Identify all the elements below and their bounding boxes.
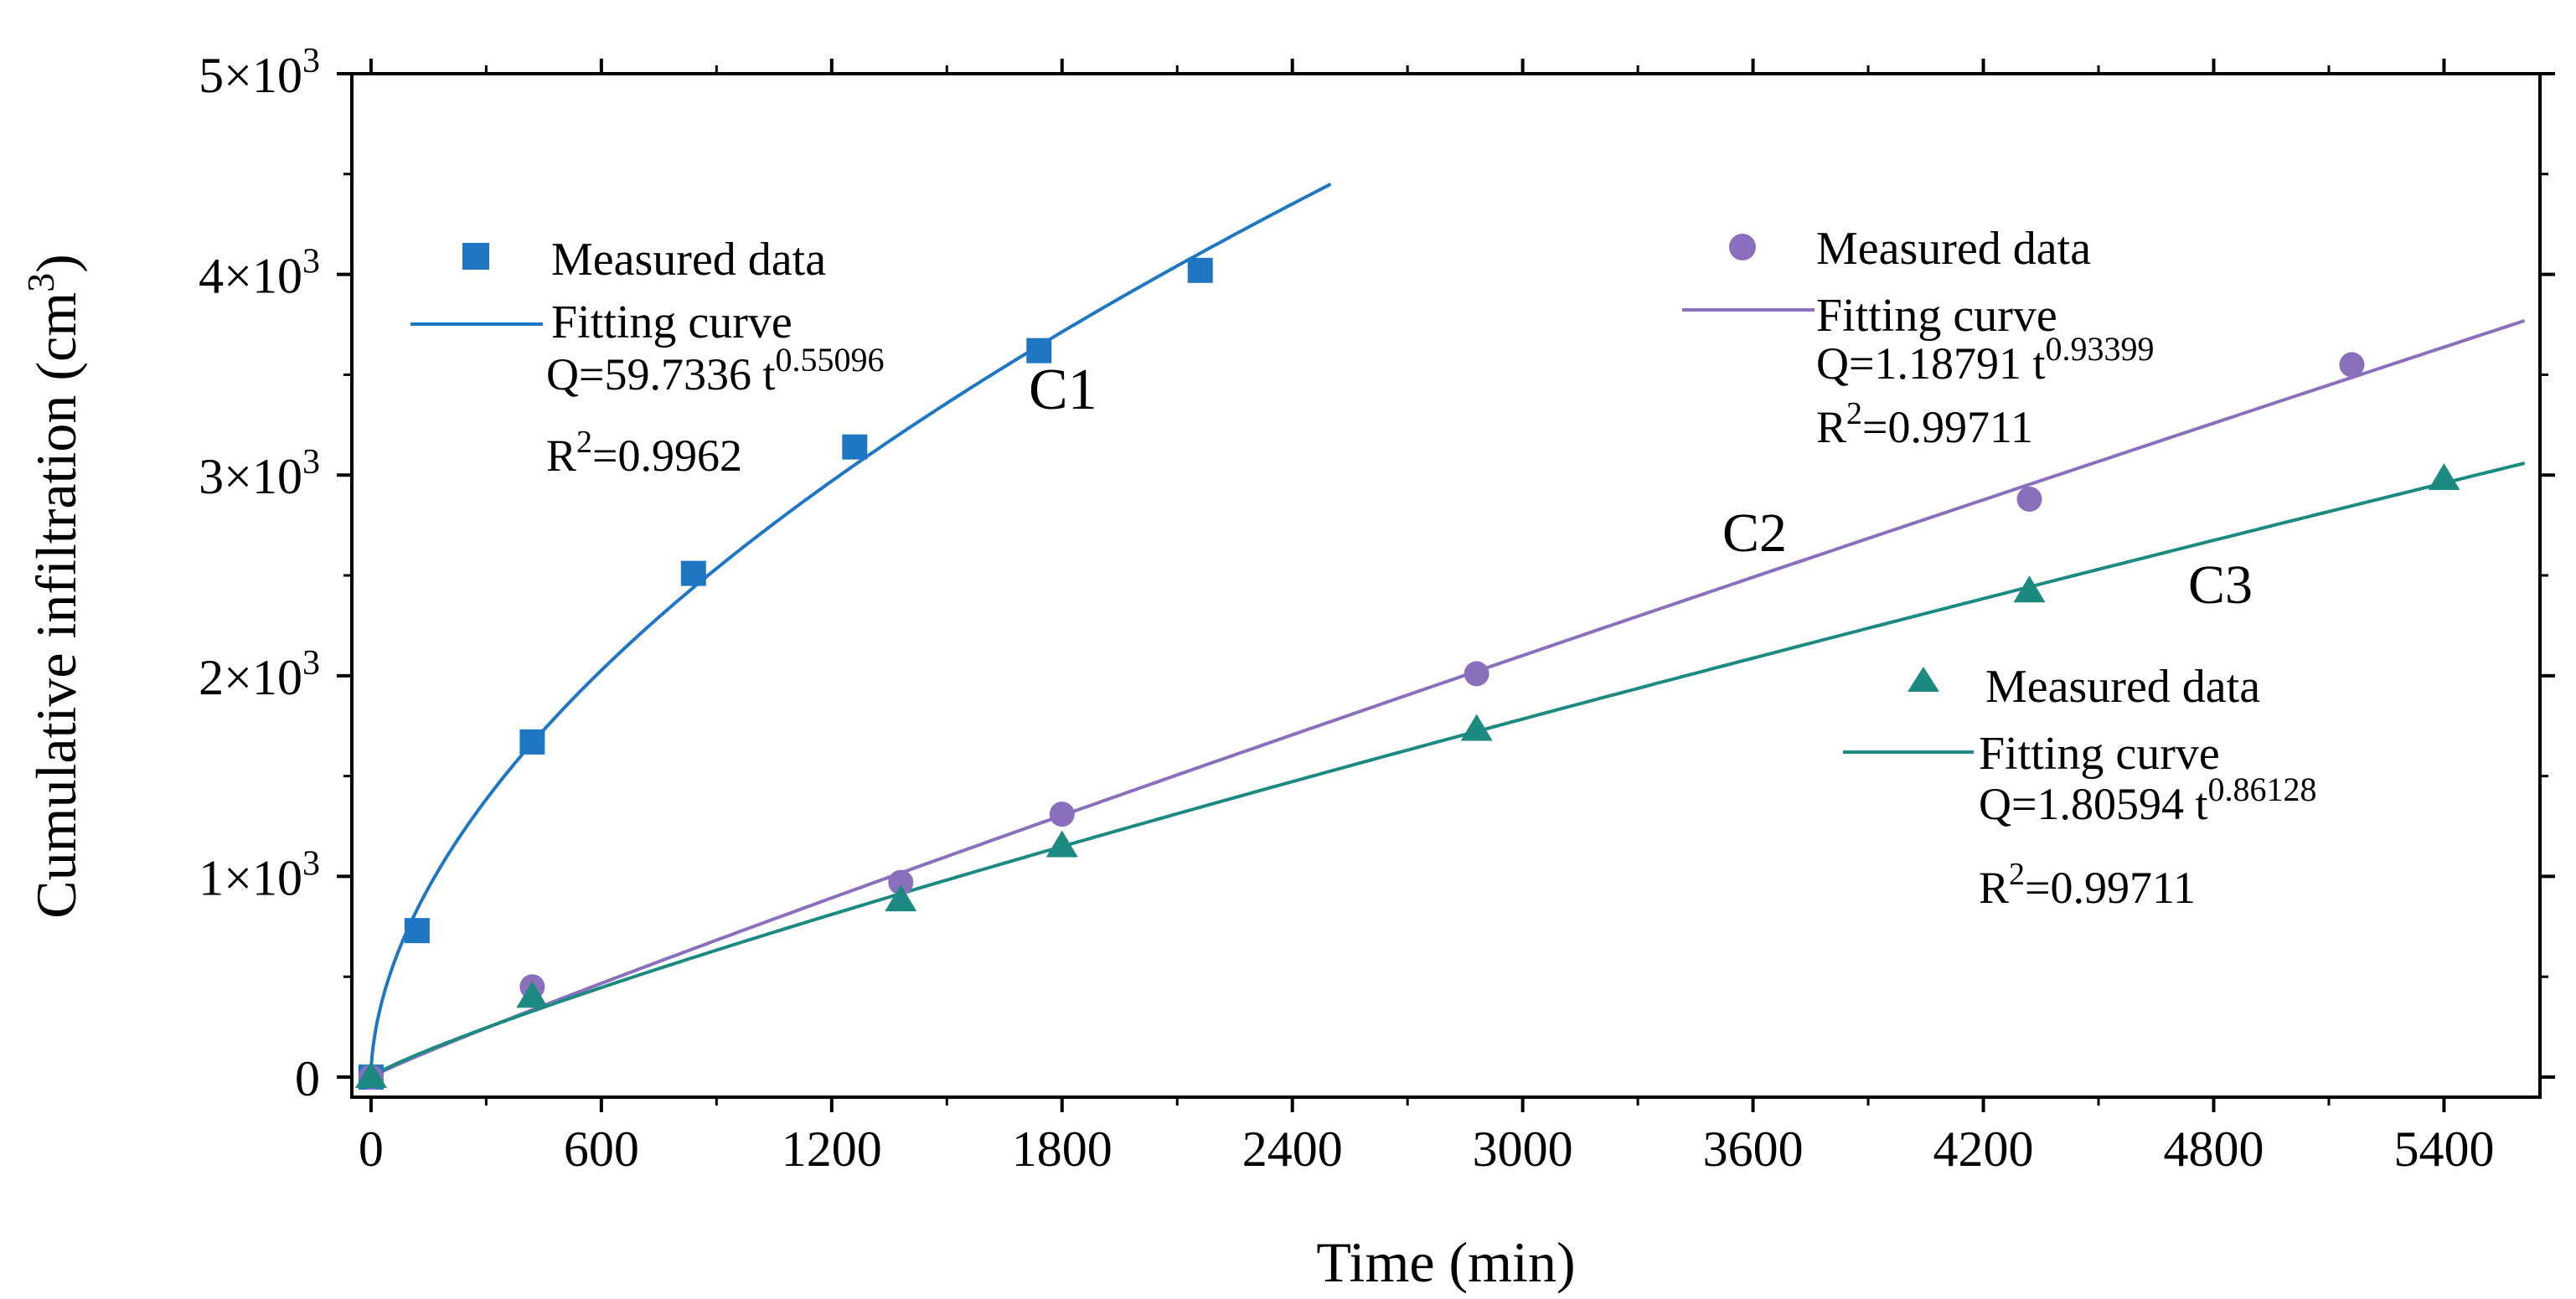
- y-tick-label: 2×103: [199, 644, 320, 705]
- legend-c3-marker: [1907, 667, 1939, 692]
- c1-equation: Q=59.7336 t0.55096: [546, 341, 884, 399]
- y-tick-labels: 0 1×103 2×103 3×103 4×103 5×103: [199, 42, 320, 1106]
- legend-c1-measured-label: Measured data: [551, 234, 826, 286]
- axis-ticks: [337, 59, 2555, 1112]
- data-point-c1: [1187, 257, 1213, 283]
- legend-c2: Measured data Fitting curve Q=1.18791 t0…: [1682, 223, 2154, 564]
- y-tick-label: 4×103: [199, 243, 320, 304]
- legend-c2-marker: [1729, 234, 1756, 260]
- data-point-c3: [354, 1061, 387, 1089]
- c3-curve-label: C3: [2188, 554, 2253, 616]
- x-axis-label: Time (min): [1316, 1230, 1575, 1294]
- data-point-c3: [516, 981, 549, 1008]
- data-point-c2: [1464, 661, 1489, 687]
- data-point-c1: [519, 729, 545, 755]
- data-point-c1: [842, 434, 868, 460]
- legend-c1-marker: [462, 243, 489, 270]
- x-tick-label: 3600: [1703, 1121, 1804, 1177]
- y-axis-label: Cumulative infiltration (cm3): [19, 254, 88, 919]
- c2-curve-label: C2: [1722, 503, 1787, 564]
- data-point-c1: [404, 918, 430, 944]
- x-tick-label: 600: [564, 1121, 639, 1177]
- data-point-c2: [2016, 486, 2042, 512]
- x-tick-label: 4200: [1933, 1121, 2034, 1177]
- x-tick-label: 0: [359, 1121, 384, 1177]
- x-tick-label: 1800: [1012, 1121, 1112, 1177]
- data-point-c2: [2339, 352, 2365, 378]
- data-point-c3: [1460, 714, 1493, 741]
- data-point-c2: [888, 869, 914, 895]
- c1-r2: R2=0.9962: [546, 425, 742, 481]
- x-tick-labels: 0 600 1200 1800 2400 3000 3600 4200 4800 5400: [359, 1121, 2495, 1177]
- legend-c3-fitting-label: Fitting curve: [1979, 728, 2220, 780]
- c2-r2: R2=0.99711: [1816, 396, 2033, 452]
- legend-c1: Measured data Fitting curve Q=59.7336 t0…: [410, 234, 1097, 481]
- data-point-c3: [1045, 830, 1078, 858]
- legend-c3: Measured data Fitting curve Q=1.80594 t0…: [1843, 554, 2316, 913]
- y-tick-label: 0: [295, 1051, 320, 1106]
- c2-equation: Q=1.18791 t0.93399: [1816, 330, 2154, 389]
- data-point-c1: [680, 560, 706, 586]
- data-point-c3: [2428, 463, 2460, 491]
- y-tick-label: 5×103: [199, 42, 320, 103]
- c1-curve-label: C1: [1029, 358, 1097, 422]
- legend-c2-measured-label: Measured data: [1816, 223, 2091, 275]
- c3-equation: Q=1.80594 t0.86128: [1979, 771, 2316, 829]
- data-point-c3: [885, 884, 917, 912]
- x-tick-label: 1200: [782, 1121, 882, 1177]
- y-tick-label: 3×103: [199, 443, 320, 504]
- data-markers: [354, 257, 2460, 1090]
- c3-r2: R2=0.99711: [1979, 857, 2196, 913]
- x-tick-label: 4800: [2163, 1121, 2264, 1177]
- fit-curve-c1: [369, 183, 1332, 1077]
- legend-c2-fitting-label: Fitting curve: [1816, 290, 2057, 342]
- data-point-c3: [2013, 575, 2046, 603]
- fit-curve-c3: [369, 461, 2526, 1079]
- plot-frame: [350, 72, 2542, 1099]
- x-tick-label: 3000: [1473, 1121, 1573, 1177]
- legend-c3-measured-label: Measured data: [1985, 661, 2260, 713]
- legend-c1-fitting-label: Fitting curve: [551, 296, 792, 348]
- data-point-c1: [1026, 338, 1052, 363]
- y-tick-label: 1×103: [199, 844, 320, 905]
- x-tick-label: 2400: [1242, 1121, 1343, 1177]
- data-point-c2: [1049, 802, 1075, 827]
- x-tick-label: 5400: [2393, 1121, 2494, 1177]
